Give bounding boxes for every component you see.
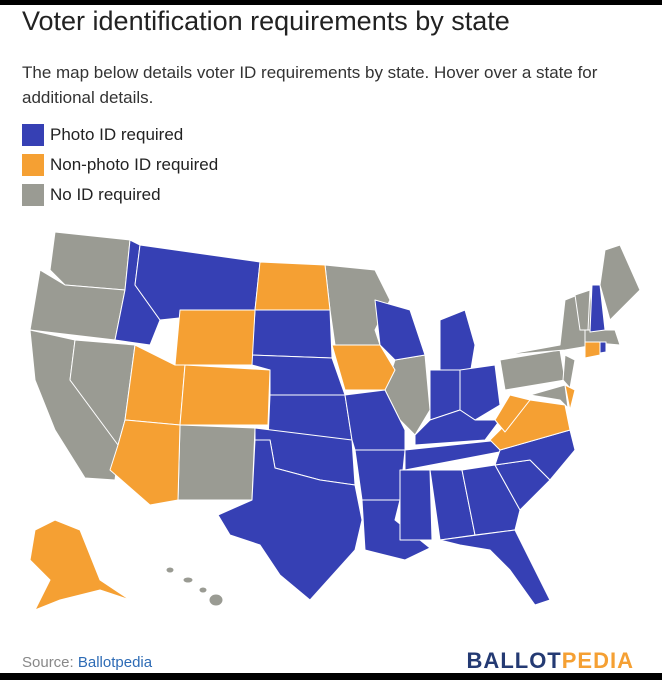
state[interactable] [177,424,256,501]
state[interactable] [439,309,476,376]
legend-item: No ID required [22,184,161,206]
legend-label: Photo ID required [50,125,184,144]
state[interactable] [29,519,131,611]
source-link[interactable]: Ballotpedia [77,654,153,671]
state[interactable] [198,586,208,594]
state[interactable] [529,384,569,409]
title: Voter identification requirements by sta… [22,6,510,36]
legend-item: Non-photo ID required [22,154,218,176]
top-bar [0,0,662,5]
state[interactable] [354,449,406,501]
logo: BALLOTPEDIA [467,648,634,674]
bottom-bar [0,673,662,680]
legend-swatch [22,154,44,176]
legend-label: Non-photo ID required [50,155,219,174]
state[interactable] [49,231,131,291]
state[interactable] [599,341,607,354]
state[interactable] [331,344,396,391]
state[interactable] [499,349,566,391]
us-map[interactable] [0,220,662,620]
legend-swatch [22,184,44,206]
state[interactable] [439,529,551,606]
state[interactable] [399,469,433,541]
state[interactable] [589,284,606,333]
subtitle: The map below details voter ID requireme… [22,63,598,107]
legend-item: Photo ID required [22,124,183,146]
source: Source: Ballotpedia [22,654,152,671]
state[interactable] [564,384,576,411]
state[interactable] [182,576,194,584]
state[interactable] [134,244,261,321]
legend-label: No ID required [50,185,161,204]
state[interactable] [562,354,576,389]
state[interactable] [324,264,391,346]
state[interactable] [208,593,224,607]
state[interactable] [599,244,641,321]
state[interactable] [174,309,256,366]
state[interactable] [179,364,271,426]
state[interactable] [165,566,175,574]
state[interactable] [414,409,501,446]
logo-left: BALLOT [466,648,562,673]
state[interactable] [459,364,501,421]
state[interactable] [461,464,521,536]
source-label: Source: [22,654,74,671]
state[interactable] [584,341,601,359]
state[interactable] [494,394,531,433]
state[interactable] [251,309,333,359]
legend-swatch [22,124,44,146]
logo-right: PEDIA [561,648,634,673]
state[interactable] [254,261,331,311]
state[interactable] [217,439,363,601]
state[interactable] [374,299,426,361]
